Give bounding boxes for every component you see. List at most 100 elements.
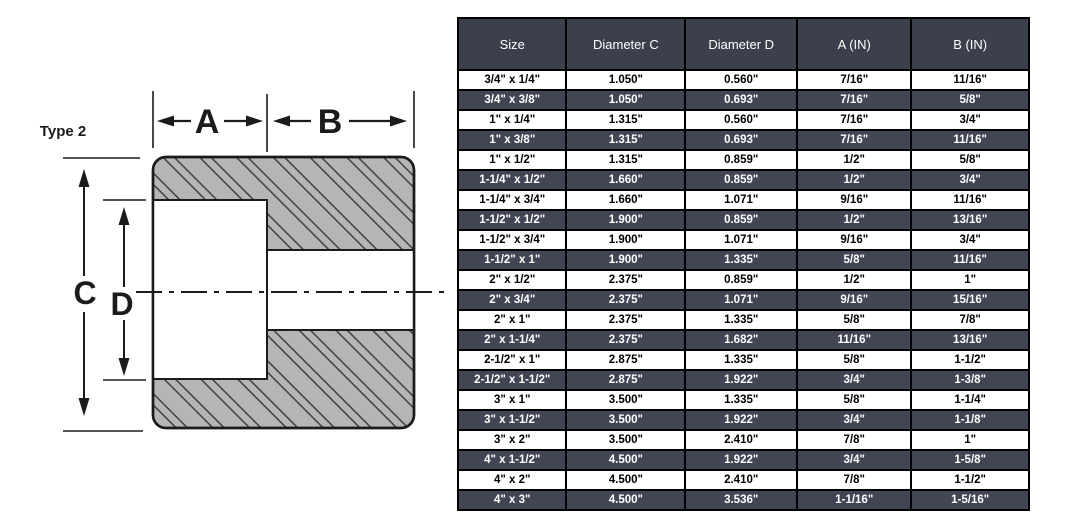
table-cell: 1-1/4" x 1/2" <box>456 169 568 191</box>
dimension-c: C <box>63 157 143 432</box>
table-cell: 3.500" <box>565 409 687 431</box>
table-row: 4" x 2" 4.500" 2.410" 7/8" 1-1/2" <box>456 469 1030 491</box>
table-row: 1" x 1/4" 1.315" 0.560" 7/16" 3/4" <box>456 109 1030 131</box>
table-cell: 2.375" <box>565 329 687 351</box>
table-cell: 13/16" <box>910 209 1030 231</box>
extension-lines <box>152 91 415 152</box>
table-row: 3/4" x 1/4" 1.050" 0.560" 7/16" 11/16" <box>456 69 1030 91</box>
table-cell: 2" x 1-1/4" <box>456 329 568 351</box>
table-cell: 1.315" <box>565 109 687 131</box>
dimension-d: D <box>103 199 146 381</box>
table-row: 2" x 1/2" 2.375" 0.859" 1/2" 1" <box>456 269 1030 291</box>
table-cell: 1-1/2" x 1" <box>456 249 568 271</box>
table-cell: 1-5/8" <box>910 449 1030 471</box>
table-cell: 1-1/2" x 3/4" <box>456 229 568 251</box>
table-cell: 1" <box>910 269 1030 291</box>
table-cell: 11/16" <box>910 189 1030 211</box>
table-cell: 7/16" <box>796 129 913 151</box>
table-cell: 1.335" <box>684 309 799 331</box>
table-cell: 1-1/2" <box>910 469 1030 491</box>
table-cell: 1.335" <box>684 349 799 371</box>
table-cell: 1-1/4" x 3/4" <box>456 189 568 211</box>
table-cell: 7/16" <box>796 109 913 131</box>
table-cell: 3.500" <box>565 389 687 411</box>
table-cell: 0.859" <box>684 269 799 291</box>
table-cell: 5/8" <box>796 389 913 411</box>
table-cell: 11/16" <box>910 129 1030 151</box>
table-cell: 3" x 1" <box>456 389 568 411</box>
table-cell: 1.660" <box>565 169 687 191</box>
table-cell: 1.315" <box>565 149 687 171</box>
table-cell: 1" x 1/4" <box>456 109 568 131</box>
table-cell: 1-3/8" <box>910 369 1030 391</box>
table-cell: 2.410" <box>684 429 799 451</box>
table-cell: 1" <box>910 429 1030 451</box>
table-cell: 7/8" <box>796 469 913 491</box>
table-cell: 1.335" <box>684 389 799 411</box>
table-cell: 1" x 3/8" <box>456 129 568 151</box>
table-cell: 11/16" <box>910 69 1030 91</box>
table-cell: 1" x 1/2" <box>456 149 568 171</box>
table-cell: 1/2" <box>796 149 913 171</box>
table-cell: 9/16" <box>796 189 913 211</box>
table-cell: 1.071" <box>684 289 799 311</box>
table-row: 1" x 3/8" 1.315" 0.693" 7/16" 11/16" <box>456 129 1030 151</box>
table-cell: 3/4" <box>796 449 913 471</box>
table-cell: 9/16" <box>796 289 913 311</box>
table-cell: 13/16" <box>910 329 1030 351</box>
dim-label-b: B <box>318 103 343 141</box>
table-cell: 2" x 1" <box>456 309 568 331</box>
table-row: 2" x 1" 2.375" 1.335" 5/8" 7/8" <box>456 309 1030 331</box>
table-cell: 0.859" <box>684 149 799 171</box>
dimension-b: B <box>273 103 407 141</box>
table-cell: 1.315" <box>565 129 687 151</box>
table-row: 4" x 1-1/2" 4.500" 1.922" 3/4" 1-5/8" <box>456 449 1030 471</box>
table-cell: 15/16" <box>910 289 1030 311</box>
large-bore <box>152 199 268 380</box>
table-cell: 3.536" <box>684 489 799 511</box>
table-row: 1-1/2" x 1/2" 1.900" 0.859" 1/2" 13/16" <box>456 209 1030 231</box>
table-cell: 2.875" <box>565 369 687 391</box>
table-cell: 3/4" <box>796 369 913 391</box>
table-cell: 4.500" <box>565 449 687 471</box>
table-cell: 3/4" <box>796 409 913 431</box>
table-row: 3" x 2" 3.500" 2.410" 7/8" 1" <box>456 429 1030 451</box>
table-cell: 1-1/2" x 1/2" <box>456 209 568 231</box>
table-cell: 5/8" <box>796 309 913 331</box>
table-row: 3" x 1-1/2" 3.500" 1.922" 3/4" 1-1/8" <box>456 409 1030 431</box>
table-cell: 1.071" <box>684 229 799 251</box>
table-cell: 1-5/16" <box>910 489 1030 511</box>
table-cell: 4.500" <box>565 489 687 511</box>
dim-label-a: A <box>195 103 220 141</box>
table-row: 2-1/2" x 1-1/2" 2.875" 1.922" 3/4" 1-3/8" <box>456 369 1030 391</box>
table-cell: 1/2" <box>796 269 913 291</box>
table-cell: 1.922" <box>684 449 799 471</box>
column-header: A (IN) <box>796 17 913 71</box>
table-row: 1-1/2" x 3/4" 1.900" 1.071" 9/16" 3/4" <box>456 229 1030 251</box>
table-cell: 1-1/4" <box>910 389 1030 411</box>
table-cell: 5/8" <box>796 349 913 371</box>
table-cell: 4" x 1-1/2" <box>456 449 568 471</box>
table-cell: 0.859" <box>684 169 799 191</box>
table-row: 1" x 1/2" 1.315" 0.859" 1/2" 5/8" <box>456 149 1030 171</box>
table-row: 1-1/4" x 3/4" 1.660" 1.071" 9/16" 11/16" <box>456 189 1030 211</box>
table-cell: 1.682" <box>684 329 799 351</box>
table-cell: 2-1/2" x 1-1/2" <box>456 369 568 391</box>
table-body: 3/4" x 1/4" 1.050" 0.560" 7/16" 11/16" 3/4" x… <box>456 69 1030 511</box>
type-label: Type 2 <box>40 123 86 140</box>
table-row: 4" x 3" 4.500" 3.536" 1-1/16" 1-5/16" <box>456 489 1030 511</box>
table-cell: 0.693" <box>684 129 799 151</box>
table-row: 2" x 3/4" 2.375" 1.071" 9/16" 15/16" <box>456 289 1030 311</box>
dimension-a: A <box>157 103 263 141</box>
table-cell: 3/4" x 1/4" <box>456 69 568 91</box>
table-row: 1-1/4" x 1/2" 1.660" 0.859" 1/2" 3/4" <box>456 169 1030 191</box>
table-cell: 5/8" <box>796 249 913 271</box>
table-cell: 3/4" <box>910 169 1030 191</box>
table-cell: 11/16" <box>910 249 1030 271</box>
column-header: B (IN) <box>910 17 1030 71</box>
table-cell: 7/8" <box>796 429 913 451</box>
table-cell: 2.375" <box>565 309 687 331</box>
table-cell: 1.922" <box>684 369 799 391</box>
